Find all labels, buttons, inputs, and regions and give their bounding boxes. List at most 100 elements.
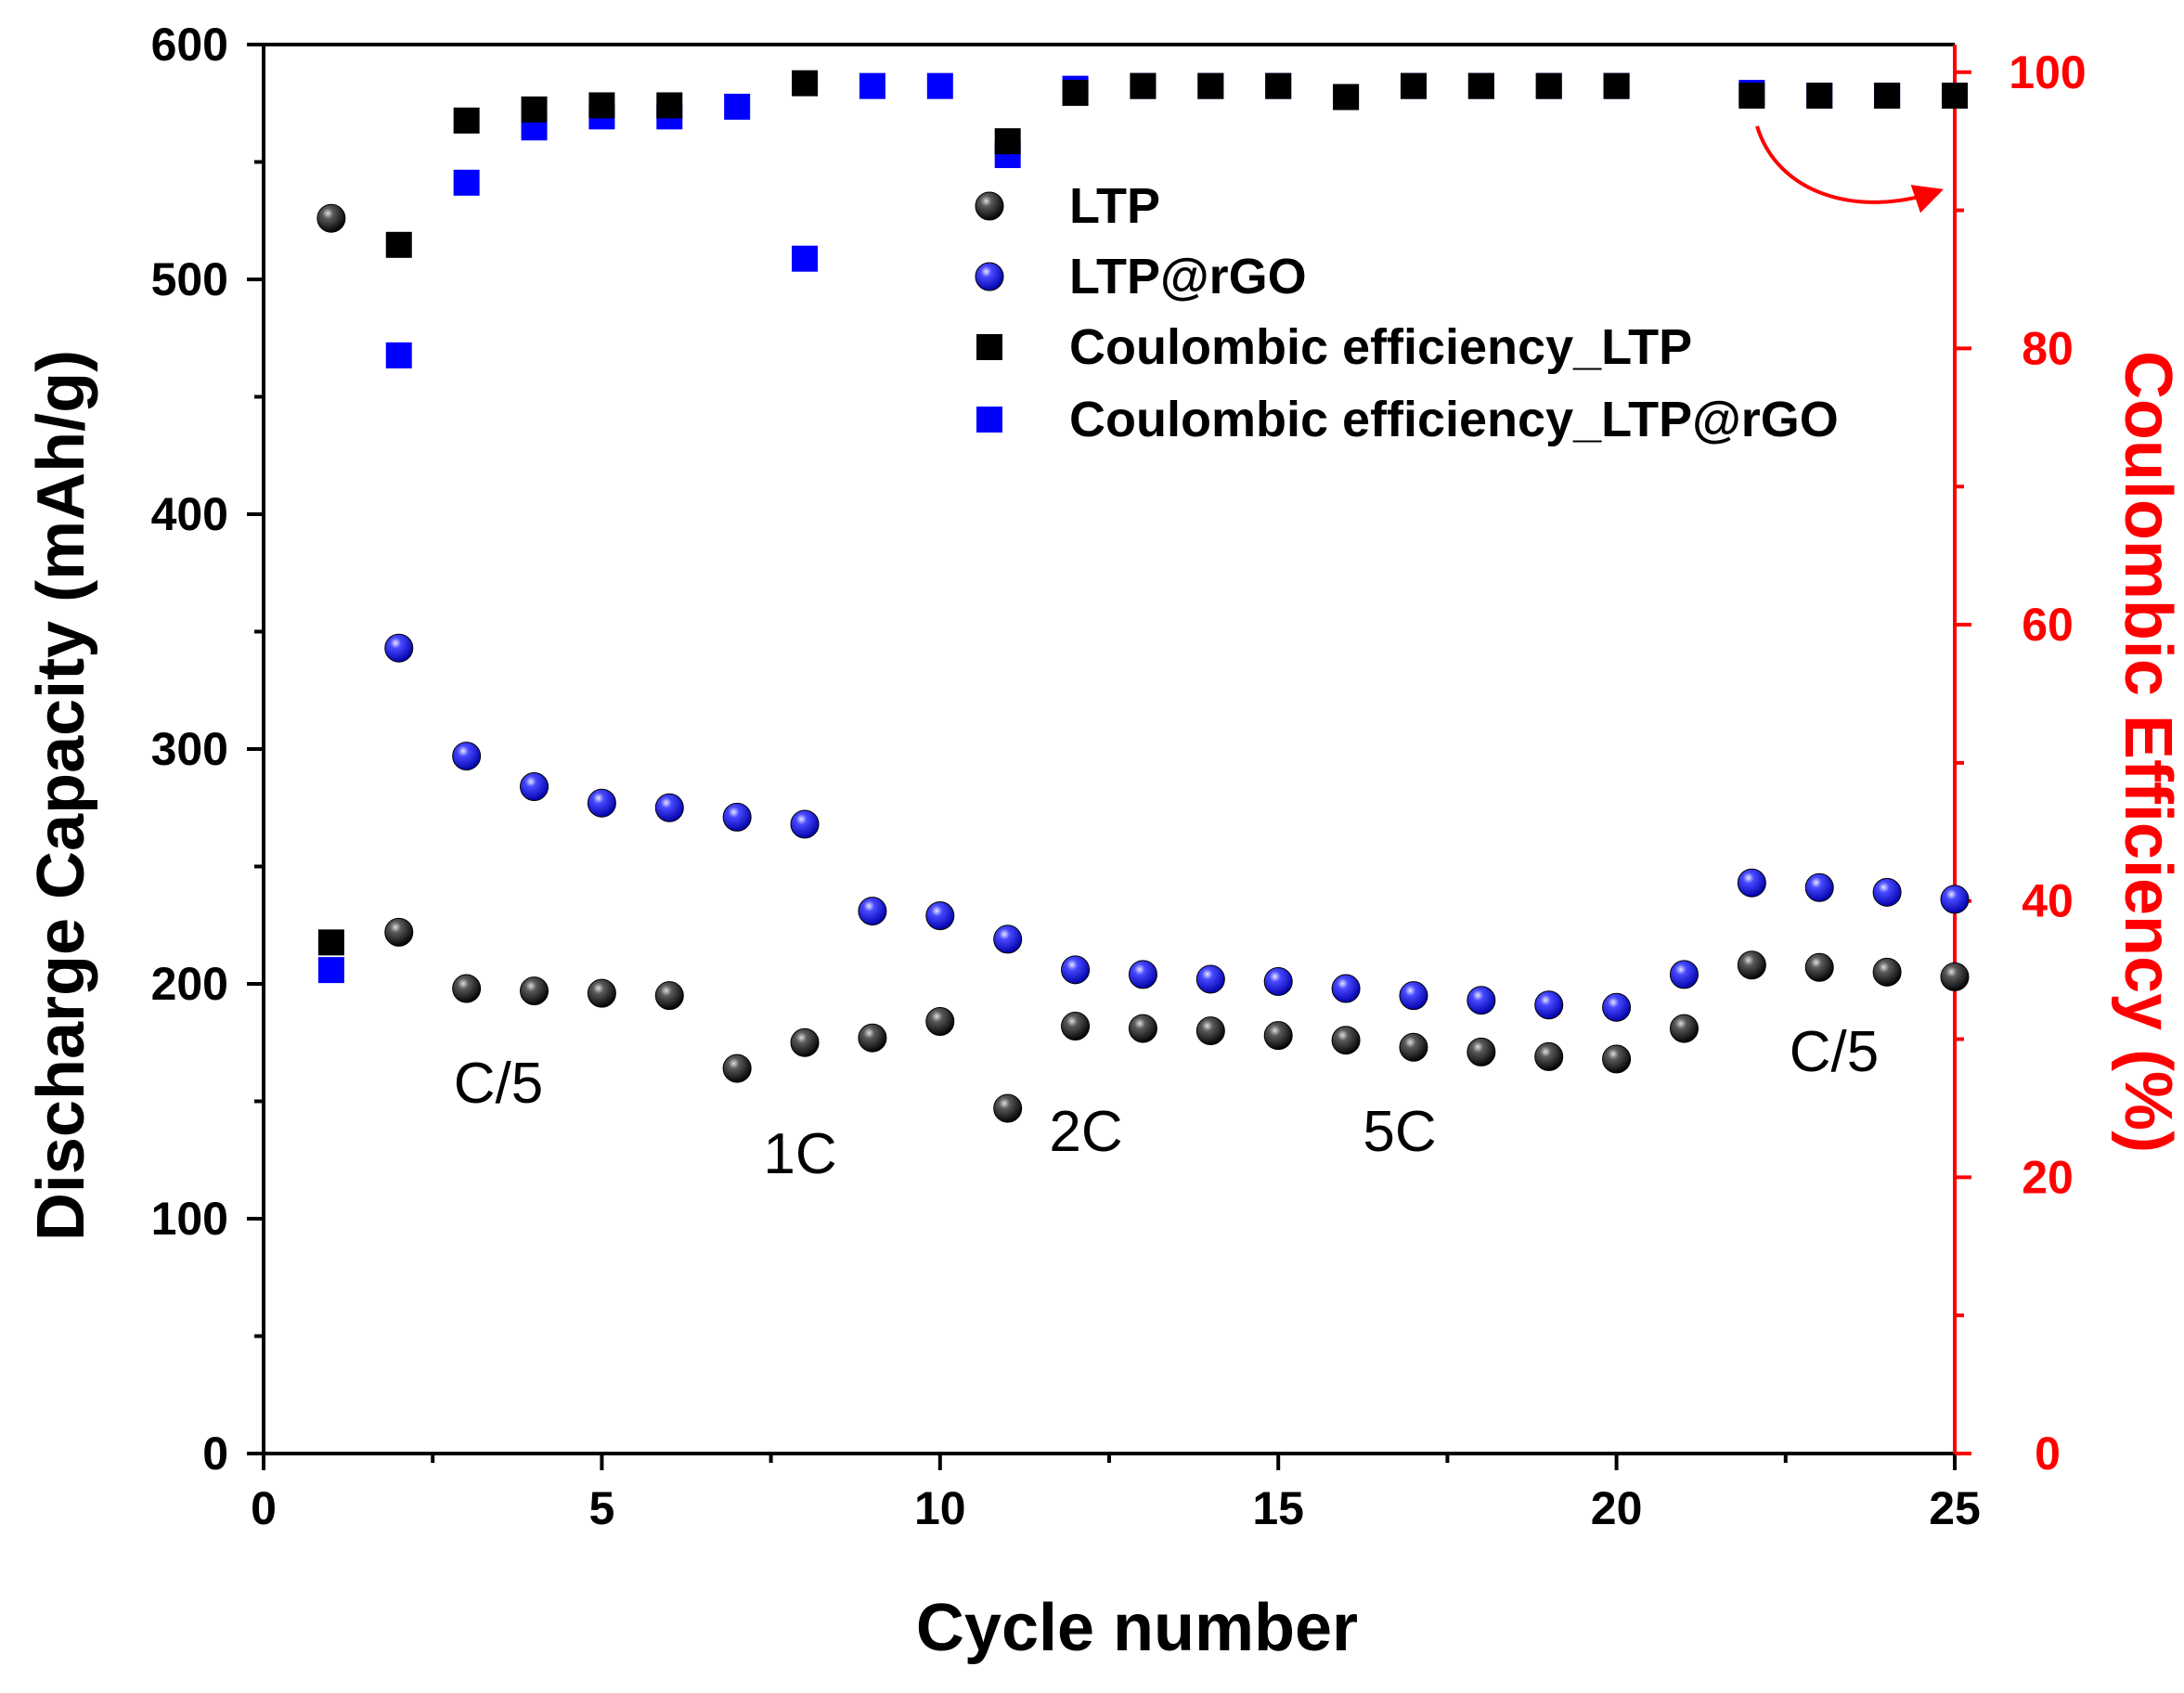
legend-marker-2 xyxy=(976,334,1002,360)
data-point-ltp xyxy=(452,974,482,1003)
y-right-tick-label: 100 xyxy=(2009,46,2086,98)
data-point-coulombic-efficiency-ltp xyxy=(1874,83,1901,110)
data-point-ltp-rgo xyxy=(1669,960,1699,989)
data-point-coulombic-efficiency-ltp xyxy=(1062,80,1089,107)
data-point-ltp-rgo xyxy=(925,901,955,931)
data-point-coulombic-efficiency-ltp xyxy=(1942,83,1968,110)
data-point-ltp xyxy=(993,1093,1023,1123)
y-left-tick-label: 0 xyxy=(202,1428,228,1480)
data-point-ltp-rgo xyxy=(1872,877,1902,907)
data-point-ltp-rgo xyxy=(1467,986,1496,1015)
data-point-ltp-rgo xyxy=(1534,990,1564,1020)
x-tick-label: 10 xyxy=(914,1482,966,1534)
data-point-coulombic-efficiency-ltp xyxy=(1467,72,1494,99)
rate-annotation: C/5 xyxy=(1790,1020,1879,1084)
data-point-ltp xyxy=(520,976,549,1006)
data-point-ltp xyxy=(1940,962,1970,991)
data-point-coulombic-efficiency-ltp-rgo xyxy=(724,93,751,120)
data-point-coulombic-efficiency-ltp xyxy=(1130,72,1157,99)
data-point-coulombic-efficiency-ltp-rgo xyxy=(926,72,953,99)
data-point-ltp xyxy=(1872,957,1902,987)
legend-marker-0 xyxy=(975,191,1004,221)
data-point-coulombic-efficiency-ltp xyxy=(1535,72,1562,99)
x-tick-label: 25 xyxy=(1929,1482,1981,1534)
y-right-tick-label: 20 xyxy=(2022,1151,2074,1203)
y-right-axis-title: Coulombic Efficiency (%) xyxy=(2111,351,2184,1153)
legend-label: LTP xyxy=(1069,178,1160,234)
data-point-ltp-rgo xyxy=(654,793,684,822)
data-point-coulombic-efficiency-ltp xyxy=(1738,83,1765,110)
y-right-tick-label: 40 xyxy=(2022,875,2074,927)
data-point-ltp xyxy=(1195,1016,1225,1046)
data-point-ltp-rgo xyxy=(722,802,752,832)
data-point-ltp xyxy=(1331,1026,1361,1055)
data-point-coulombic-efficiency-ltp xyxy=(521,96,548,123)
y-right-tick-label: 80 xyxy=(2022,322,2074,374)
data-point-ltp xyxy=(925,1006,955,1036)
data-point-ltp xyxy=(1128,1014,1157,1043)
data-point-coulombic-efficiency-ltp xyxy=(453,107,480,134)
data-point-ltp-rgo xyxy=(452,742,482,771)
data-point-coulombic-efficiency-ltp xyxy=(317,929,344,956)
y-left-tick-label: 300 xyxy=(151,723,228,775)
data-point-ltp xyxy=(790,1027,820,1057)
y-left-tick-label: 600 xyxy=(151,19,228,71)
rate-annotation: 5C xyxy=(1363,1100,1436,1164)
legend-label: Coulombic efficiency_LTP xyxy=(1069,319,1692,375)
data-point-coulombic-efficiency-ltp xyxy=(656,92,683,119)
data-point-coulombic-efficiency-ltp xyxy=(994,128,1021,155)
data-point-coulombic-efficiency-ltp-rgo xyxy=(859,72,885,99)
data-point-ltp xyxy=(1737,950,1766,980)
data-point-coulombic-efficiency-ltp-rgo xyxy=(317,957,344,984)
rate-annotation: 1C xyxy=(763,1122,836,1186)
data-point-ltp-rgo xyxy=(1061,955,1091,985)
data-point-ltp xyxy=(1534,1041,1564,1071)
data-point-ltp-rgo xyxy=(1331,974,1361,1003)
data-point-coulombic-efficiency-ltp xyxy=(588,92,615,119)
data-point-ltp-rgo xyxy=(790,809,820,839)
rate-annotation: 2C xyxy=(1049,1100,1122,1164)
data-point-ltp xyxy=(317,203,346,233)
data-point-coulombic-efficiency-ltp xyxy=(792,70,819,97)
data-point-ltp-rgo xyxy=(587,788,616,818)
data-point-ltp-rgo xyxy=(520,771,549,801)
data-point-coulombic-efficiency-ltp xyxy=(1603,72,1630,99)
legend-marker-3 xyxy=(976,407,1002,433)
data-point-ltp-rgo xyxy=(384,633,414,663)
data-point-ltp xyxy=(1399,1032,1428,1062)
data-point-coulombic-efficiency-ltp xyxy=(1333,84,1360,110)
data-point-ltp xyxy=(722,1053,752,1083)
x-tick-label: 20 xyxy=(1591,1482,1643,1534)
data-point-ltp-rgo xyxy=(1128,960,1157,989)
y-left-tick-label: 100 xyxy=(151,1193,228,1245)
legend-marker-1 xyxy=(975,262,1004,291)
x-tick-label: 0 xyxy=(251,1482,277,1534)
x-tick-label: 5 xyxy=(588,1482,614,1534)
data-point-ltp-rgo xyxy=(1263,966,1293,996)
data-point-coulombic-efficiency-ltp xyxy=(1265,72,1292,99)
data-point-ltp xyxy=(587,978,616,1008)
data-point-coulombic-efficiency-ltp xyxy=(1197,72,1224,99)
data-point-ltp xyxy=(1263,1021,1293,1051)
x-tick-label: 15 xyxy=(1252,1482,1304,1534)
data-point-ltp xyxy=(1669,1014,1699,1043)
data-point-ltp-rgo xyxy=(1804,872,1834,902)
data-point-ltp-rgo xyxy=(1195,964,1225,994)
legend-label: Coulombic efficiency_LTP@rGO xyxy=(1069,392,1839,447)
rate-annotation: C/5 xyxy=(454,1052,543,1116)
x-axis-title: Cycle number xyxy=(916,1591,1358,1665)
data-point-ltp xyxy=(384,917,414,947)
y-left-axis-title: Discharge Capacity (mAh/g) xyxy=(24,350,98,1241)
data-point-ltp-rgo xyxy=(1737,868,1766,898)
data-point-coulombic-efficiency-ltp xyxy=(1400,72,1427,99)
y-left-tick-label: 400 xyxy=(151,488,228,540)
data-point-ltp xyxy=(1804,952,1834,982)
data-point-ltp-rgo xyxy=(1940,885,1970,914)
y-left-tick-label: 200 xyxy=(151,958,228,1010)
data-point-ltp xyxy=(1061,1012,1091,1041)
y-left-tick-label: 500 xyxy=(151,253,228,305)
y-right-tick-label: 60 xyxy=(2022,599,2074,651)
data-point-ltp xyxy=(1602,1044,1632,1074)
